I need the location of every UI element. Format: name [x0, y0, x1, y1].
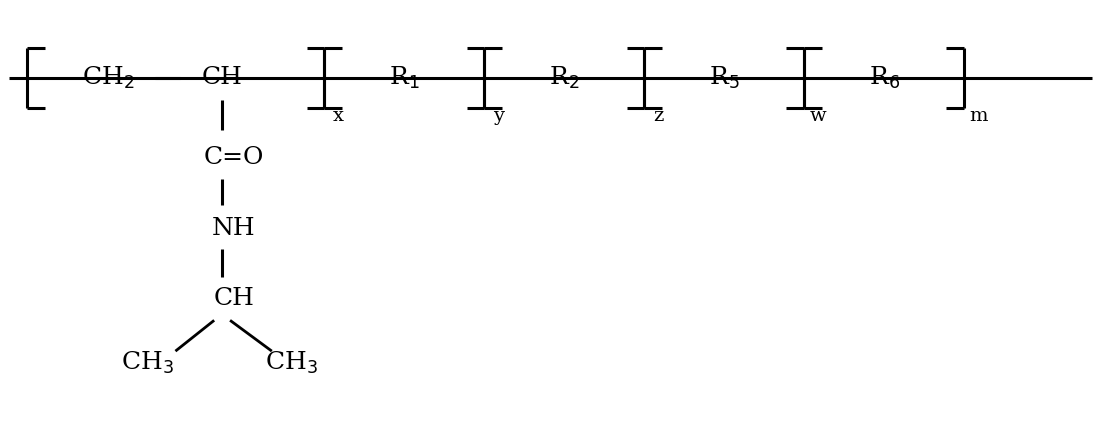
- Text: R$_6$: R$_6$: [868, 65, 900, 91]
- Text: NH: NH: [213, 217, 256, 241]
- Text: y: y: [493, 107, 504, 125]
- Text: CH$_2$: CH$_2$: [82, 65, 134, 91]
- Text: C=O: C=O: [204, 146, 264, 169]
- Text: R$_2$: R$_2$: [549, 65, 580, 91]
- Text: x: x: [333, 107, 344, 125]
- Text: CH$_3$: CH$_3$: [121, 350, 174, 376]
- Text: CH$_3$: CH$_3$: [266, 350, 318, 376]
- Text: w: w: [810, 107, 826, 125]
- Text: R$_5$: R$_5$: [709, 65, 739, 91]
- Text: z: z: [653, 107, 663, 125]
- Text: CH: CH: [202, 67, 242, 89]
- Text: R$_1$: R$_1$: [389, 65, 420, 91]
- Text: m: m: [969, 107, 987, 125]
- Text: CH: CH: [214, 287, 255, 310]
